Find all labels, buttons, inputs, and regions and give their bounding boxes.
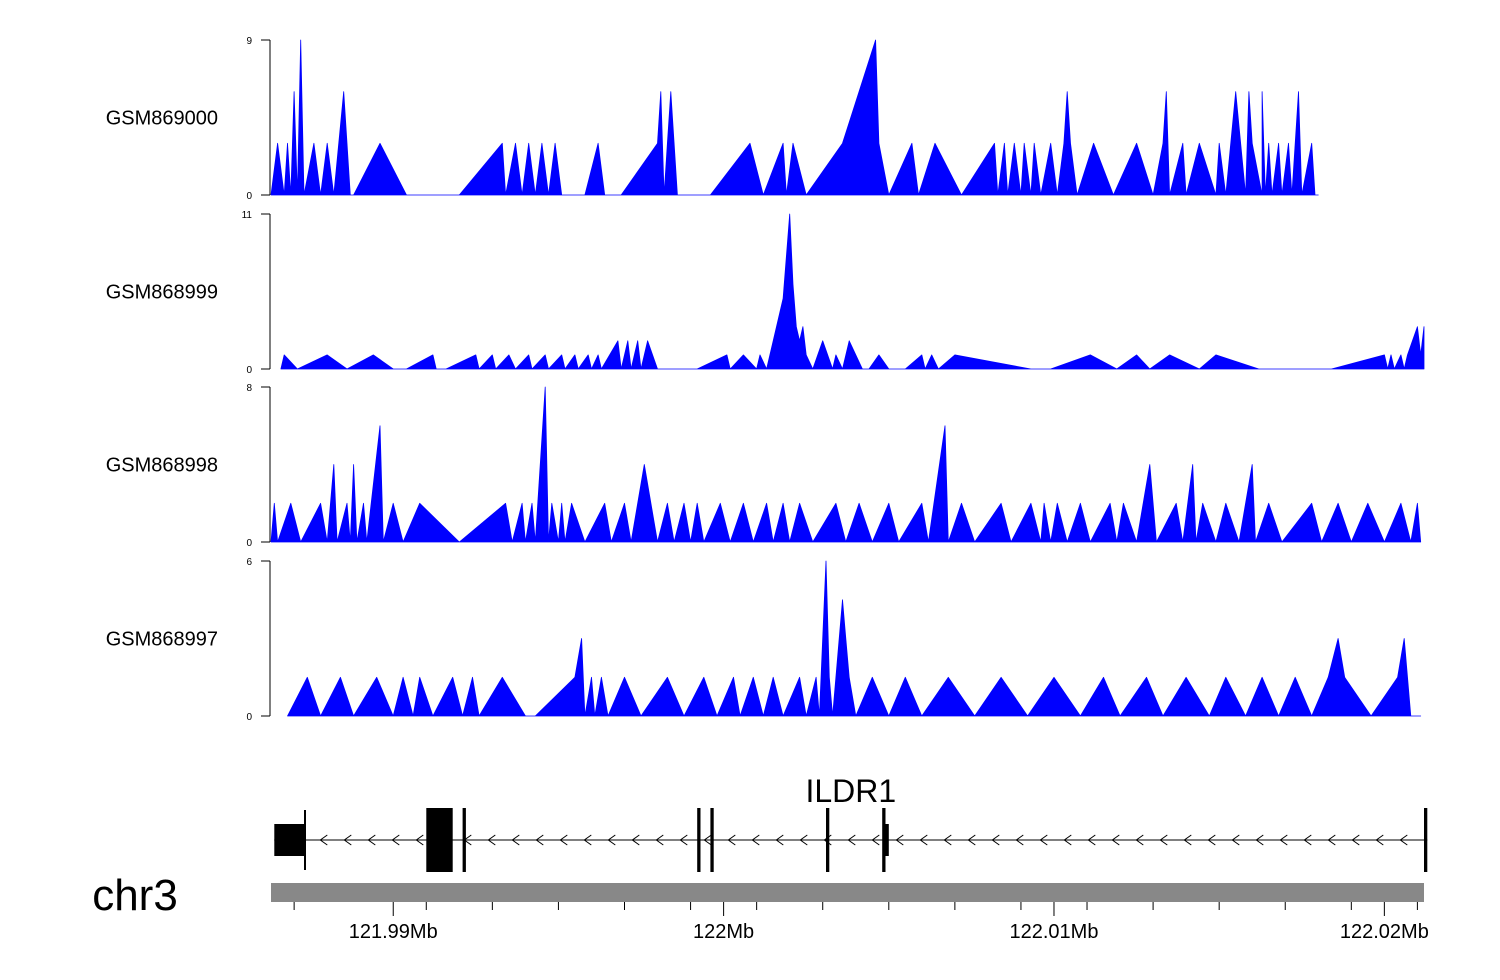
- x-tick-label: 122.02Mb: [1340, 921, 1429, 943]
- y-tick-label-min: 0: [246, 538, 252, 549]
- strand-arrow: [1135, 834, 1144, 846]
- strand-arrow: [1207, 834, 1216, 846]
- strand-arrow: [1351, 834, 1360, 846]
- strand-arrow: [559, 834, 568, 846]
- strand-arrow: [1183, 834, 1192, 846]
- strand-arrow: [703, 834, 712, 846]
- coverage-area-GSM868999: [280, 213, 1425, 370]
- y-tick-label-max: 8: [246, 383, 252, 394]
- strand-arrow: [1303, 834, 1312, 846]
- strand-arrow: [367, 834, 376, 846]
- strand-arrow: [895, 834, 904, 846]
- strand-arrow: [727, 834, 736, 846]
- strand-arrow: [919, 834, 928, 846]
- strand-arrow: [679, 834, 688, 846]
- strand-arrow: [583, 834, 592, 846]
- chromosome-bar: [271, 883, 1424, 902]
- exon: [274, 824, 304, 856]
- x-tick-label: 122.01Mb: [1009, 921, 1098, 943]
- strand-arrow: [775, 834, 784, 846]
- strand-arrow: [1159, 834, 1168, 846]
- strand-arrow: [1039, 834, 1048, 846]
- strand-arrow: [1231, 834, 1240, 846]
- exon: [826, 808, 830, 872]
- coverage-tracks: GSM86900090GSM868999110GSM86899880GSM868…: [106, 36, 1425, 723]
- genome-axis-group: chr3 121.99Mb 122Mb 122.01Mb 122.02Mb: [92, 871, 1429, 943]
- gene-track: ILDR1: [274, 773, 1428, 872]
- x-tick-label: 121.99Mb: [349, 921, 438, 943]
- y-tick-label-min: 0: [246, 365, 252, 376]
- strand-arrow: [847, 834, 856, 846]
- chromosome-label: chr3: [92, 871, 178, 920]
- coverage-track: GSM868998 8 0: [106, 383, 1422, 549]
- y-tick-label-max: 6: [246, 557, 252, 568]
- y-tick-label-min: 0: [246, 191, 252, 202]
- strand-arrow: [1375, 834, 1384, 846]
- exon: [882, 808, 886, 872]
- strand-arrow: [871, 834, 880, 846]
- coverage-area-GSM868998: [270, 386, 1422, 543]
- strand-arrow: [343, 834, 352, 846]
- y-tick-label-min: 0: [246, 712, 252, 723]
- coverage-track: GSM868999 11 0: [106, 210, 1425, 376]
- exon: [1424, 808, 1428, 872]
- strand-arrow: [391, 834, 400, 846]
- y-tick-label-max: 9: [246, 36, 252, 47]
- exon: [697, 808, 701, 872]
- strand-arrow: [535, 834, 544, 846]
- strand-arrow: [991, 834, 1000, 846]
- strand-arrow: [607, 834, 616, 846]
- strand-arrow: [1087, 834, 1096, 846]
- track-label: GSM868998: [106, 455, 218, 477]
- strand-arrow: [511, 834, 520, 846]
- strand-arrow: [943, 834, 952, 846]
- strand-arrow: [631, 834, 640, 846]
- exon: [710, 808, 714, 872]
- genome-axis: chr3 121.99Mb 122Mb 122.01Mb 122.02Mb: [92, 871, 1429, 943]
- exon: [885, 824, 889, 856]
- x-tick-label: 122Mb: [693, 921, 754, 943]
- gene-model: ILDR1: [274, 773, 1428, 872]
- exon: [426, 808, 453, 872]
- coverage-area-GSM868997: [287, 560, 1422, 717]
- strand-arrow: [1279, 834, 1288, 846]
- exon: [304, 810, 306, 870]
- coverage-track: GSM868997 6 0: [106, 557, 1422, 723]
- gene-name-label: ILDR1: [805, 773, 896, 809]
- track-label: GSM868997: [106, 629, 218, 651]
- strand-arrow: [319, 834, 328, 846]
- strand-arrow: [1015, 834, 1024, 846]
- strand-arrow: [1327, 834, 1336, 846]
- strand-arrow: [415, 834, 424, 846]
- coverage-area-GSM869000: [270, 39, 1319, 196]
- strand-arrow: [1255, 834, 1264, 846]
- strand-arrow: [967, 834, 976, 846]
- track-label: GSM868999: [106, 282, 218, 304]
- strand-arrow: [751, 834, 760, 846]
- y-tick-label-max: 11: [242, 210, 253, 221]
- track-label: GSM869000: [106, 108, 218, 130]
- strand-arrow: [1111, 834, 1120, 846]
- coverage-track: GSM869000 9 0: [106, 36, 1319, 202]
- strand-arrow: [1063, 834, 1072, 846]
- strand-arrow: [655, 834, 664, 846]
- strand-arrow: [487, 834, 496, 846]
- exon: [462, 808, 466, 872]
- strand-arrow: [1399, 834, 1408, 846]
- strand-arrow: [799, 834, 808, 846]
